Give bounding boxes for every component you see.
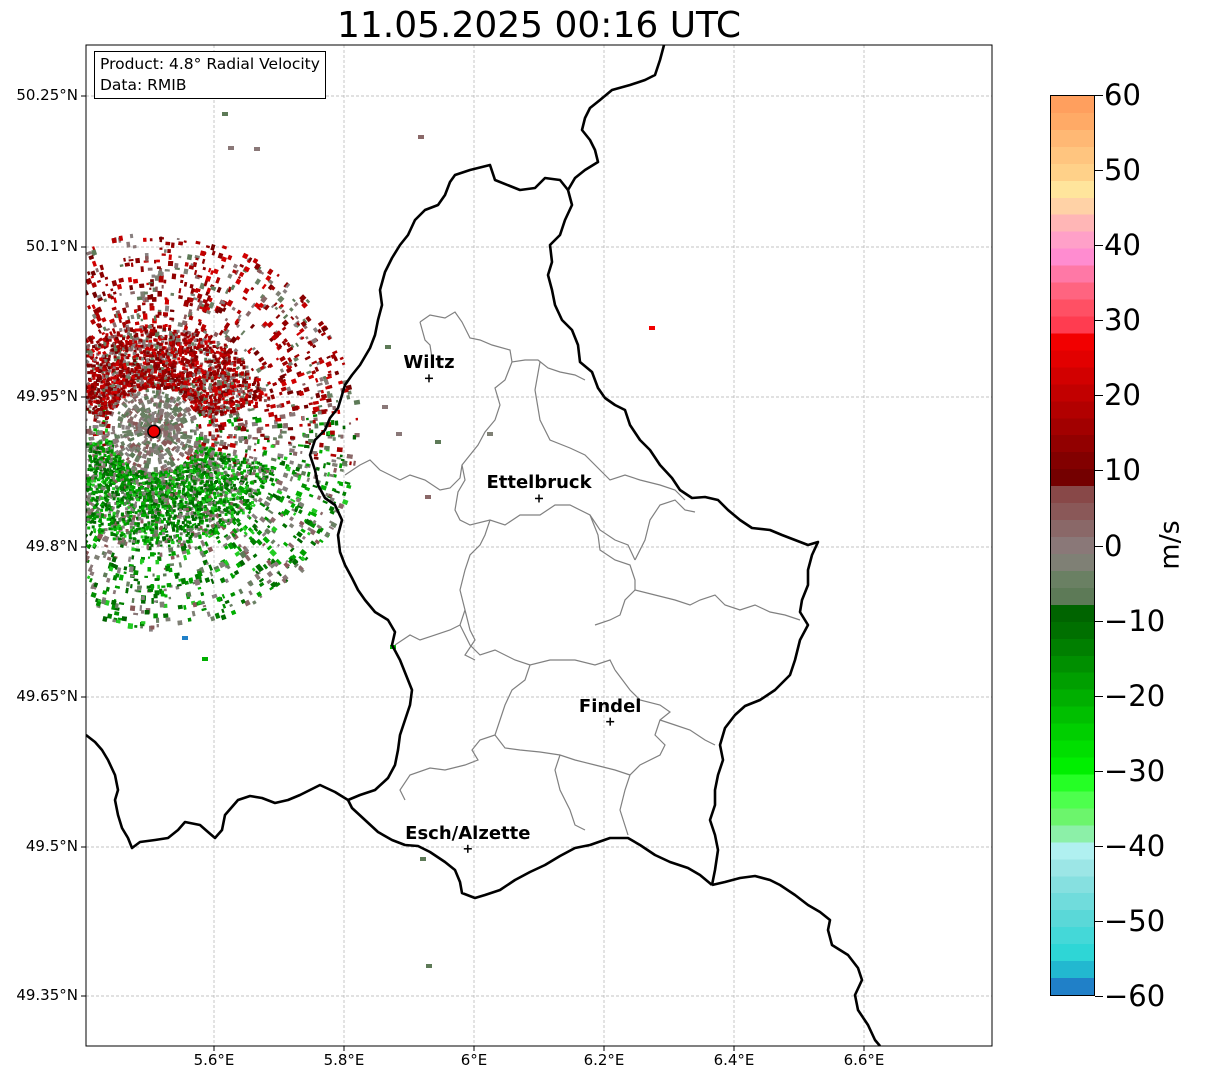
lat-tick-label: 49.35°N bbox=[16, 986, 78, 1004]
lat-tick-label: 49.95°N bbox=[16, 387, 78, 405]
lat-tick-label: 49.65°N bbox=[16, 687, 78, 705]
canton-boundaries bbox=[344, 311, 801, 836]
lon-tick-label: 5.8°E bbox=[323, 1051, 365, 1069]
lon-tick-label: 5.6°E bbox=[193, 1051, 235, 1069]
city-label: Esch/Alzette bbox=[405, 822, 531, 844]
info-box: Product: 4.8° Radial Velocity Data: RMIB bbox=[94, 51, 326, 99]
lon-tick-label: 6.2°E bbox=[583, 1051, 625, 1069]
colorbar-tick-mark bbox=[1095, 920, 1103, 922]
colorbar-tick-mark bbox=[1095, 845, 1103, 847]
radar-site-marker bbox=[147, 424, 161, 439]
map-background bbox=[86, 45, 992, 1046]
map-title: 11.05.2025 00:16 UTC bbox=[336, 5, 742, 46]
colorbar-tick-label: −50 bbox=[1104, 903, 1166, 938]
lat-tick-label: 49.8°N bbox=[25, 537, 78, 555]
colorbar-tick-label: −60 bbox=[1104, 979, 1166, 1013]
lat-tick-label: 50.25°N bbox=[16, 86, 78, 104]
colorbar-tick-mark bbox=[1095, 170, 1103, 172]
axis-ticks bbox=[81, 95, 865, 1051]
city-marker bbox=[463, 844, 472, 853]
lat-tick-label: 50.1°N bbox=[25, 237, 78, 255]
colorbar-tick-label: 0 bbox=[1104, 528, 1123, 563]
colorbar-tick-mark bbox=[1095, 320, 1103, 322]
colorbar-tick-label: −40 bbox=[1104, 828, 1166, 863]
lon-tick-label: 6.6°E bbox=[843, 1051, 885, 1069]
radar-echoes bbox=[86, 112, 655, 968]
colorbar-tick-mark bbox=[1095, 996, 1103, 997]
colorbar-tick-mark bbox=[1095, 470, 1103, 472]
colorbar-tick-label: 30 bbox=[1104, 303, 1141, 338]
colorbar-tick-mark bbox=[1095, 95, 1103, 96]
lat-tick-label: 49.5°N bbox=[25, 837, 78, 855]
colorbar-tick-label: −10 bbox=[1104, 603, 1166, 638]
colorbar-tick-mark bbox=[1095, 770, 1103, 772]
product-label: Product: 4.8° Radial Velocity bbox=[100, 55, 320, 73]
data-source-label: Data: RMIB bbox=[100, 76, 187, 94]
lon-tick-label: 6.4°E bbox=[713, 1051, 755, 1069]
colorbar-tick-mark bbox=[1095, 620, 1103, 622]
city-marker bbox=[424, 374, 433, 383]
velocity-colorbar bbox=[1050, 95, 1095, 996]
colorbar-tick-label: 10 bbox=[1104, 453, 1141, 488]
city-markers bbox=[424, 374, 615, 853]
colorbar-tick-mark bbox=[1095, 545, 1103, 547]
colorbar-tick-mark bbox=[1095, 695, 1103, 697]
city-marker bbox=[535, 494, 543, 503]
colorbar-tick-mark bbox=[1095, 395, 1103, 397]
colorbar-tick-label: 40 bbox=[1104, 228, 1141, 263]
colorbar-tick-label: −30 bbox=[1104, 753, 1166, 788]
lon-tick-label: 6°E bbox=[460, 1051, 488, 1069]
colorbar-unit-label: m/s bbox=[1154, 520, 1186, 570]
plot-frame bbox=[85, 44, 993, 1047]
colorbar-tick-mark bbox=[1095, 245, 1103, 247]
city-marker bbox=[606, 717, 615, 726]
colorbar-tick-label: 60 bbox=[1104, 78, 1141, 112]
city-label: Ettelbruck bbox=[486, 472, 592, 494]
colorbar-tick-label: 50 bbox=[1104, 153, 1141, 188]
colorbar-tick-label: −20 bbox=[1104, 678, 1166, 713]
city-label: Wiltz bbox=[403, 352, 455, 374]
city-label: Findel bbox=[578, 695, 642, 717]
colorbar-tick-label: 20 bbox=[1104, 378, 1141, 413]
country-borders bbox=[86, 45, 881, 1046]
